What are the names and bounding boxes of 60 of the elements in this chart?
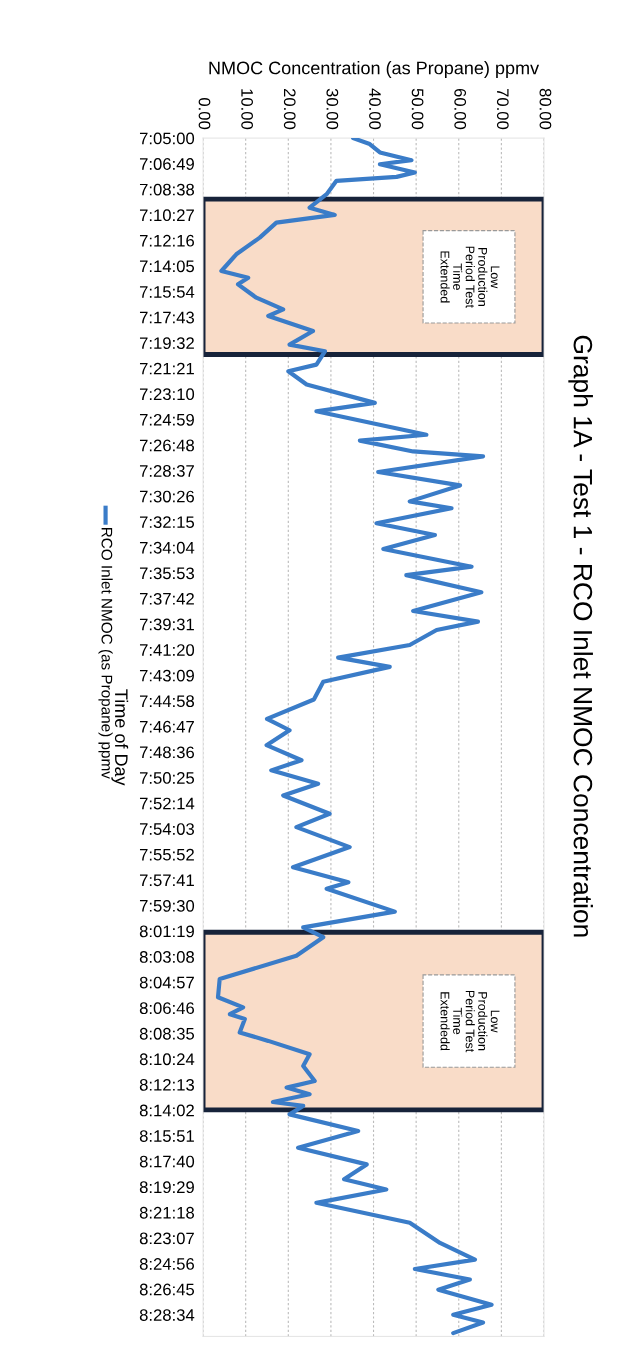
y-tick-label: 8:12:13 (139, 1078, 195, 1091)
y-tick-label: 7:05:00 (139, 132, 195, 145)
y-tick-label: 7:32:15 (139, 516, 195, 529)
y-tick-label: 8:23:07 (139, 1232, 194, 1245)
y-tick-label: 7:21:21 (139, 362, 194, 375)
y-tick-label: 7:46:47 (139, 720, 194, 733)
y-tick-label: 7:12:16 (139, 234, 195, 247)
y-tick-label: 8:04:57 (139, 976, 194, 989)
y-tick-label: 7:52:14 (139, 797, 195, 810)
y-tick-label: 8:21:18 (139, 1206, 195, 1219)
y-tick-label: 7:43:09 (139, 669, 194, 682)
text: Graph 1A - Test 1 - RCO Inlet NMOC Concentration (568, 335, 593, 937)
y-tick-label: 7:26:48 (139, 439, 195, 452)
x-tick-label: 60.00 (454, 88, 467, 130)
y-tick-label: 8:17:40 (139, 1155, 195, 1168)
y-tick-label: 7:23:10 (139, 388, 195, 401)
x-tick-label: 0.00 (198, 97, 211, 130)
y-tick-label: 7:55:52 (139, 848, 194, 861)
y-tick-label: 7:50:25 (139, 772, 195, 784)
y-tick-label: 7:17:43 (139, 311, 195, 324)
band-label: Low Production Period Test Time Extended (440, 246, 500, 308)
y-tick-label: 7:06:49 (139, 158, 194, 170)
y-tick-label: 7:30:26 (139, 490, 195, 503)
y-tick-label: 8:15:51 (139, 1130, 194, 1142)
y-tick-label: 7:41:20 (139, 644, 195, 656)
y-tick-label: 7:39:31 (139, 618, 194, 631)
y-tick-label: 7:28:37 (139, 465, 194, 477)
x-tick-label: 70.00 (496, 88, 509, 130)
y-tick-label: 7:48:36 (139, 746, 195, 759)
y-tick-label: 7:19:32 (139, 337, 194, 350)
x-axis-title: NMOC Concentration (as Propane) ppmv (209, 61, 540, 78)
y-tick-label: 8:24:56 (139, 1258, 195, 1270)
y-tick-label: 8:01:19 (139, 925, 194, 938)
y-tick-label: 8:28:34 (139, 1309, 195, 1321)
y-tick-label: 7:10:27 (139, 209, 194, 222)
x-tick-label: 80.00 (539, 88, 552, 130)
y-tick-label: 7:24:59 (139, 413, 194, 426)
y-tick-label: 7:15:54 (139, 286, 195, 298)
y-tick-label: 8:19:29 (139, 1181, 194, 1194)
x-tick-label: 10.00 (241, 89, 254, 130)
y-tick-label: 8:06:46 (139, 1002, 195, 1015)
y-tick-label: 7:35:53 (139, 567, 195, 580)
y-tick-label: 7:57:41 (139, 874, 194, 887)
x-tick-label: 30.00 (326, 88, 339, 130)
y-tick-label: 8:26:45 (139, 1283, 195, 1296)
y-tick-label: 8:03:08 (139, 951, 195, 963)
x-tick-label: 50.00 (411, 88, 424, 130)
y-tick-label: 7:08:38 (139, 183, 195, 196)
y-tick-label: 7:44:58 (139, 695, 195, 708)
y-tick-label: 7:34:04 (139, 541, 195, 554)
band-label: Low Production Period Test Time Extendedd (440, 990, 500, 1053)
y-tick-label: 8:10:24 (139, 1053, 195, 1066)
y-tick-label: 8:08:35 (139, 1027, 195, 1040)
y-tick-label: 8:14:02 (139, 1104, 194, 1117)
y-tick-label: 7:14:05 (139, 260, 195, 273)
y-tick-label: 7:54:03 (139, 823, 195, 835)
y-tick-label: 7:37:42 (139, 592, 194, 605)
y-tick-label: 7:59:30 (139, 899, 195, 912)
x-tick-label: 20.00 (283, 88, 296, 130)
x-tick-label: 40.00 (369, 88, 381, 130)
